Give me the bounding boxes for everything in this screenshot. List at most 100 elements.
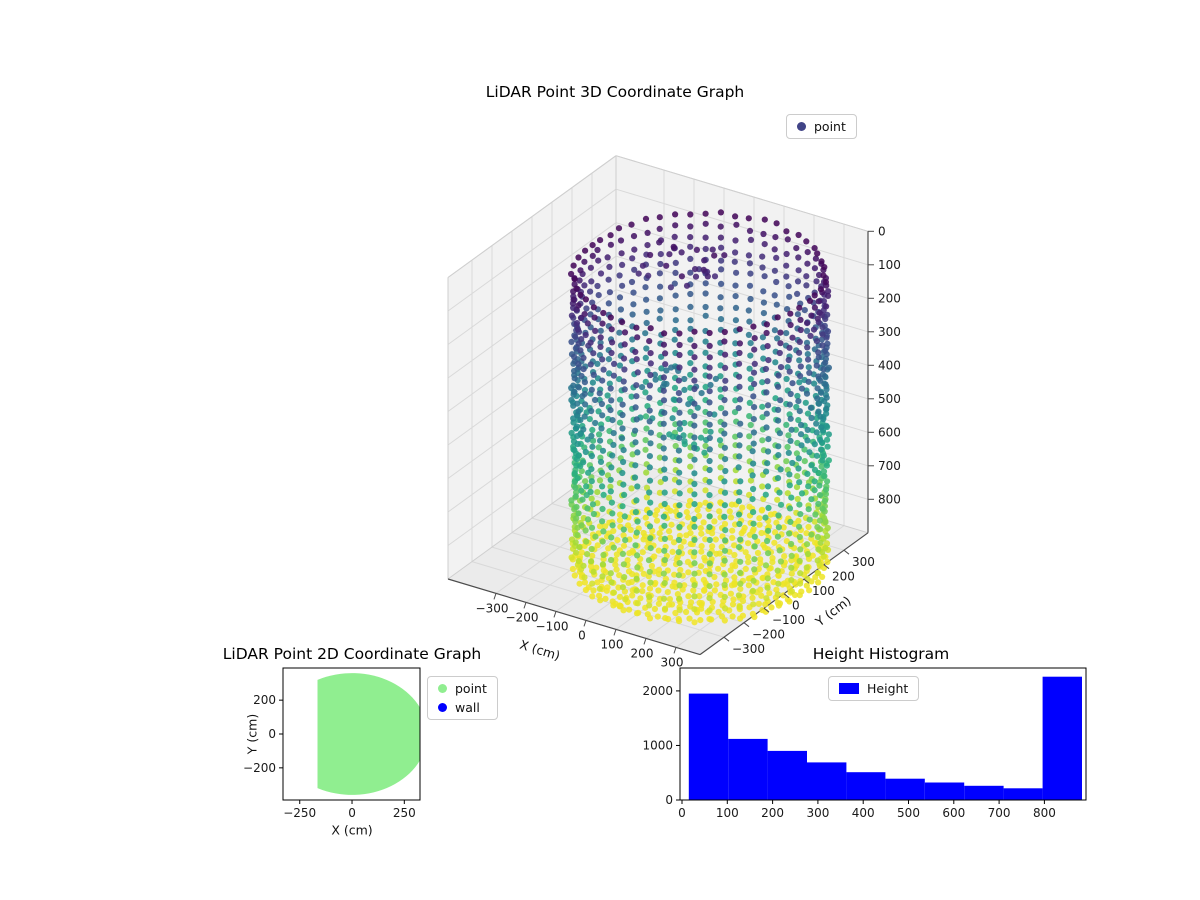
lidar-point [721,617,728,624]
lidar-point [691,619,698,626]
lidar-point [824,340,831,347]
lidar-point [771,539,778,546]
lidar-point [588,558,595,565]
lidar-point [647,325,654,332]
lidar-point [667,507,674,514]
lidar-point [706,421,713,428]
lidar-point [737,580,744,587]
lidar-point [610,589,618,596]
lidar-point [622,537,629,544]
lidar-point [731,542,738,549]
lidar-point [633,575,640,582]
lidar-point [811,380,818,387]
lidar-point [750,460,757,467]
lidar-point [764,575,771,582]
grid-line [645,516,815,639]
lidar-point [597,334,604,341]
lidar-point [675,377,683,384]
lidar-point [619,503,626,510]
lidar-point [721,502,729,509]
lidar-point [702,234,709,241]
lidar-point [647,579,654,586]
lidar-point [793,484,801,491]
histogram-title: Height Histogram [812,645,950,663]
lidar-point [571,367,578,375]
tick-label: 200 [878,291,901,305]
lidar-point [619,401,626,408]
lidar-point [590,587,597,594]
lidar-point [646,338,653,345]
lidar-point [602,523,609,530]
lidar-point [815,546,822,553]
lidar-point [731,551,738,559]
lidar-point [825,431,833,438]
lidar-point [691,385,698,393]
lidar-point [731,580,738,588]
lidar-point [730,596,737,603]
lidar-point [735,464,742,471]
lidar-point [786,293,793,300]
lidar-point [635,270,642,277]
lidar-point [582,296,590,303]
lidar-point [657,307,664,314]
lidar-point [605,276,612,283]
lidar-point [632,427,639,434]
lidar-point [663,262,670,269]
lidar-point [722,537,729,544]
lidar-point [742,565,749,573]
lidar-point [633,393,640,400]
lidar-point [807,332,814,339]
lidar-point [815,298,822,305]
lidar-point [711,411,718,418]
tick-label: 800 [1033,806,1056,820]
lidar-point [797,570,804,577]
lidar-point [745,215,752,222]
lidar-point [677,544,684,551]
lidar-point [776,489,783,496]
lidar-point [616,362,624,369]
lidar-point [633,356,640,363]
lidar-point [797,316,804,323]
lidar-point [578,522,585,529]
lidar-point [702,220,709,227]
lidar-point [589,426,596,434]
lidar-point [747,236,755,243]
lidar-point [646,523,654,530]
lidar-point [587,488,594,495]
tick-label: 200 [631,646,654,660]
lidar-point [590,568,597,575]
lidar-point [759,403,766,410]
lidar-point [580,366,587,373]
lidar-point [571,470,578,477]
lidar-point [788,552,795,560]
lidar-point [751,543,758,550]
lidar-point [687,290,694,298]
lidar-point [600,366,607,373]
lidar-point [681,375,688,383]
box-edge [615,155,869,232]
lidar-point [599,518,606,525]
lidar-point [711,252,718,259]
lidar-point [785,432,792,439]
lidar-point [706,457,713,465]
lidar-point [706,583,713,590]
lidar-point [706,502,713,509]
lidar-point [579,496,586,503]
lidar-point [817,436,824,444]
lidar-point [597,437,604,444]
lidar-point [706,571,713,578]
lidar-point [745,307,752,314]
lidar-point [764,402,772,409]
lidar-point [628,278,636,286]
lidar-point [750,577,757,584]
lidar-point [568,338,575,345]
lidar-point [747,295,754,303]
legend-label: point [814,119,846,134]
lidar-point [702,303,709,311]
lidar-point [777,466,784,473]
lidar-point [574,326,582,333]
lidar-point [711,587,719,594]
legend-entry-height: Height [839,681,908,696]
lidar-point [732,293,739,300]
lidar-point [576,277,583,284]
